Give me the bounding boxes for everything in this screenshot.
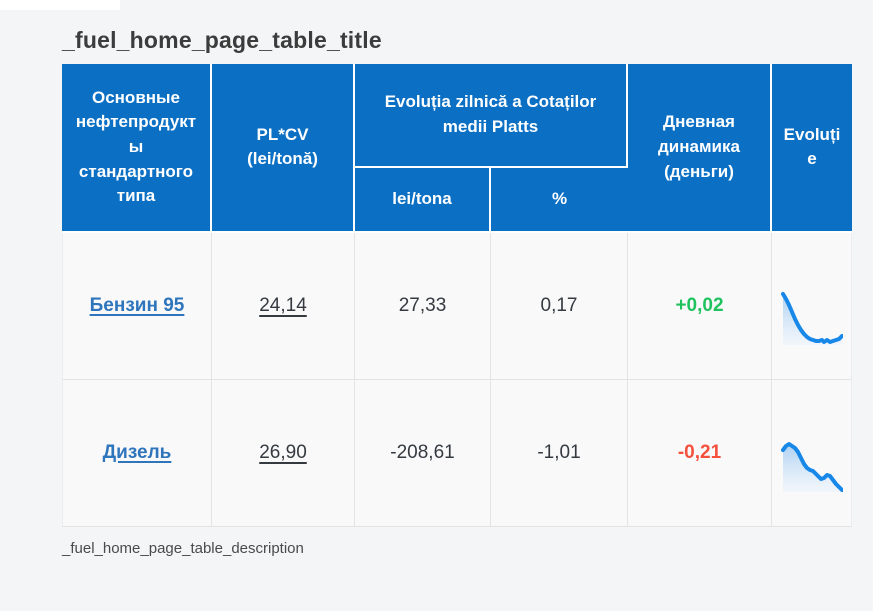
header-evolution-group: Evoluția zilnică a Cotaților medii Platt… [355, 63, 628, 168]
dynamics-value: +0,02 [675, 294, 724, 316]
top-white-strip [0, 0, 120, 10]
trend-sparkline-dizel[interactable] [780, 436, 843, 492]
cell-daily-dynamics: +0,02 [628, 232, 772, 380]
cell-evolution-pct: 0,17 [491, 232, 628, 380]
fuel-link-benzin95[interactable]: Бензин 95 [89, 294, 185, 316]
table-body: Бензин 95 24,14 27,33 0,17 +0,02 [62, 232, 852, 527]
cell-fuel-name: Бензин 95 [62, 232, 212, 380]
cell-plcv: 26,90 [212, 379, 355, 527]
header-evolution-chart: Evoluție [772, 63, 852, 233]
table-row-dizel: Дизель 26,90 -208,61 -1,01 -0,21 [62, 379, 852, 527]
plcv-value[interactable]: 24,14 [259, 294, 307, 316]
header-products: Основные нефтепродукты стандартного типа [62, 63, 212, 233]
cell-plcv: 24,14 [212, 232, 355, 380]
cell-evolution-pct: -1,01 [491, 379, 628, 527]
table-description: _fuel_home_page_table_description [62, 539, 304, 557]
fuel-home-page: _fuel_home_page_table_title Основные неф… [62, 27, 852, 557]
cell-trend-chart [772, 379, 852, 527]
header-evolution-pct: % [491, 167, 628, 233]
header-evolution-lei: lei/tona [355, 167, 491, 233]
header-daily-dynamics: Дневная динамика (деньги) [628, 63, 772, 233]
dynamics-value: -0,21 [677, 441, 722, 463]
fuel-link-dizel[interactable]: Дизель [102, 441, 172, 463]
table-header: Основные нефтепродукты стандартного типа… [62, 63, 852, 233]
cell-daily-dynamics: -0,21 [628, 379, 772, 527]
cell-evolution-lei: -208,61 [355, 379, 491, 527]
plcv-value[interactable]: 26,90 [259, 441, 307, 463]
cell-evolution-lei: 27,33 [355, 232, 491, 380]
header-plcv: PL*CV (lei/tonă) [212, 63, 355, 233]
trend-sparkline-benzin95[interactable] [780, 289, 843, 345]
cell-trend-chart [772, 232, 852, 380]
cell-fuel-name: Дизель [62, 379, 212, 527]
table-row-benzin95: Бензин 95 24,14 27,33 0,17 +0,02 [62, 232, 852, 380]
page-title: _fuel_home_page_table_title [62, 27, 382, 53]
fuel-prices-table: Основные нефтепродукты стандартного типа… [62, 63, 852, 527]
